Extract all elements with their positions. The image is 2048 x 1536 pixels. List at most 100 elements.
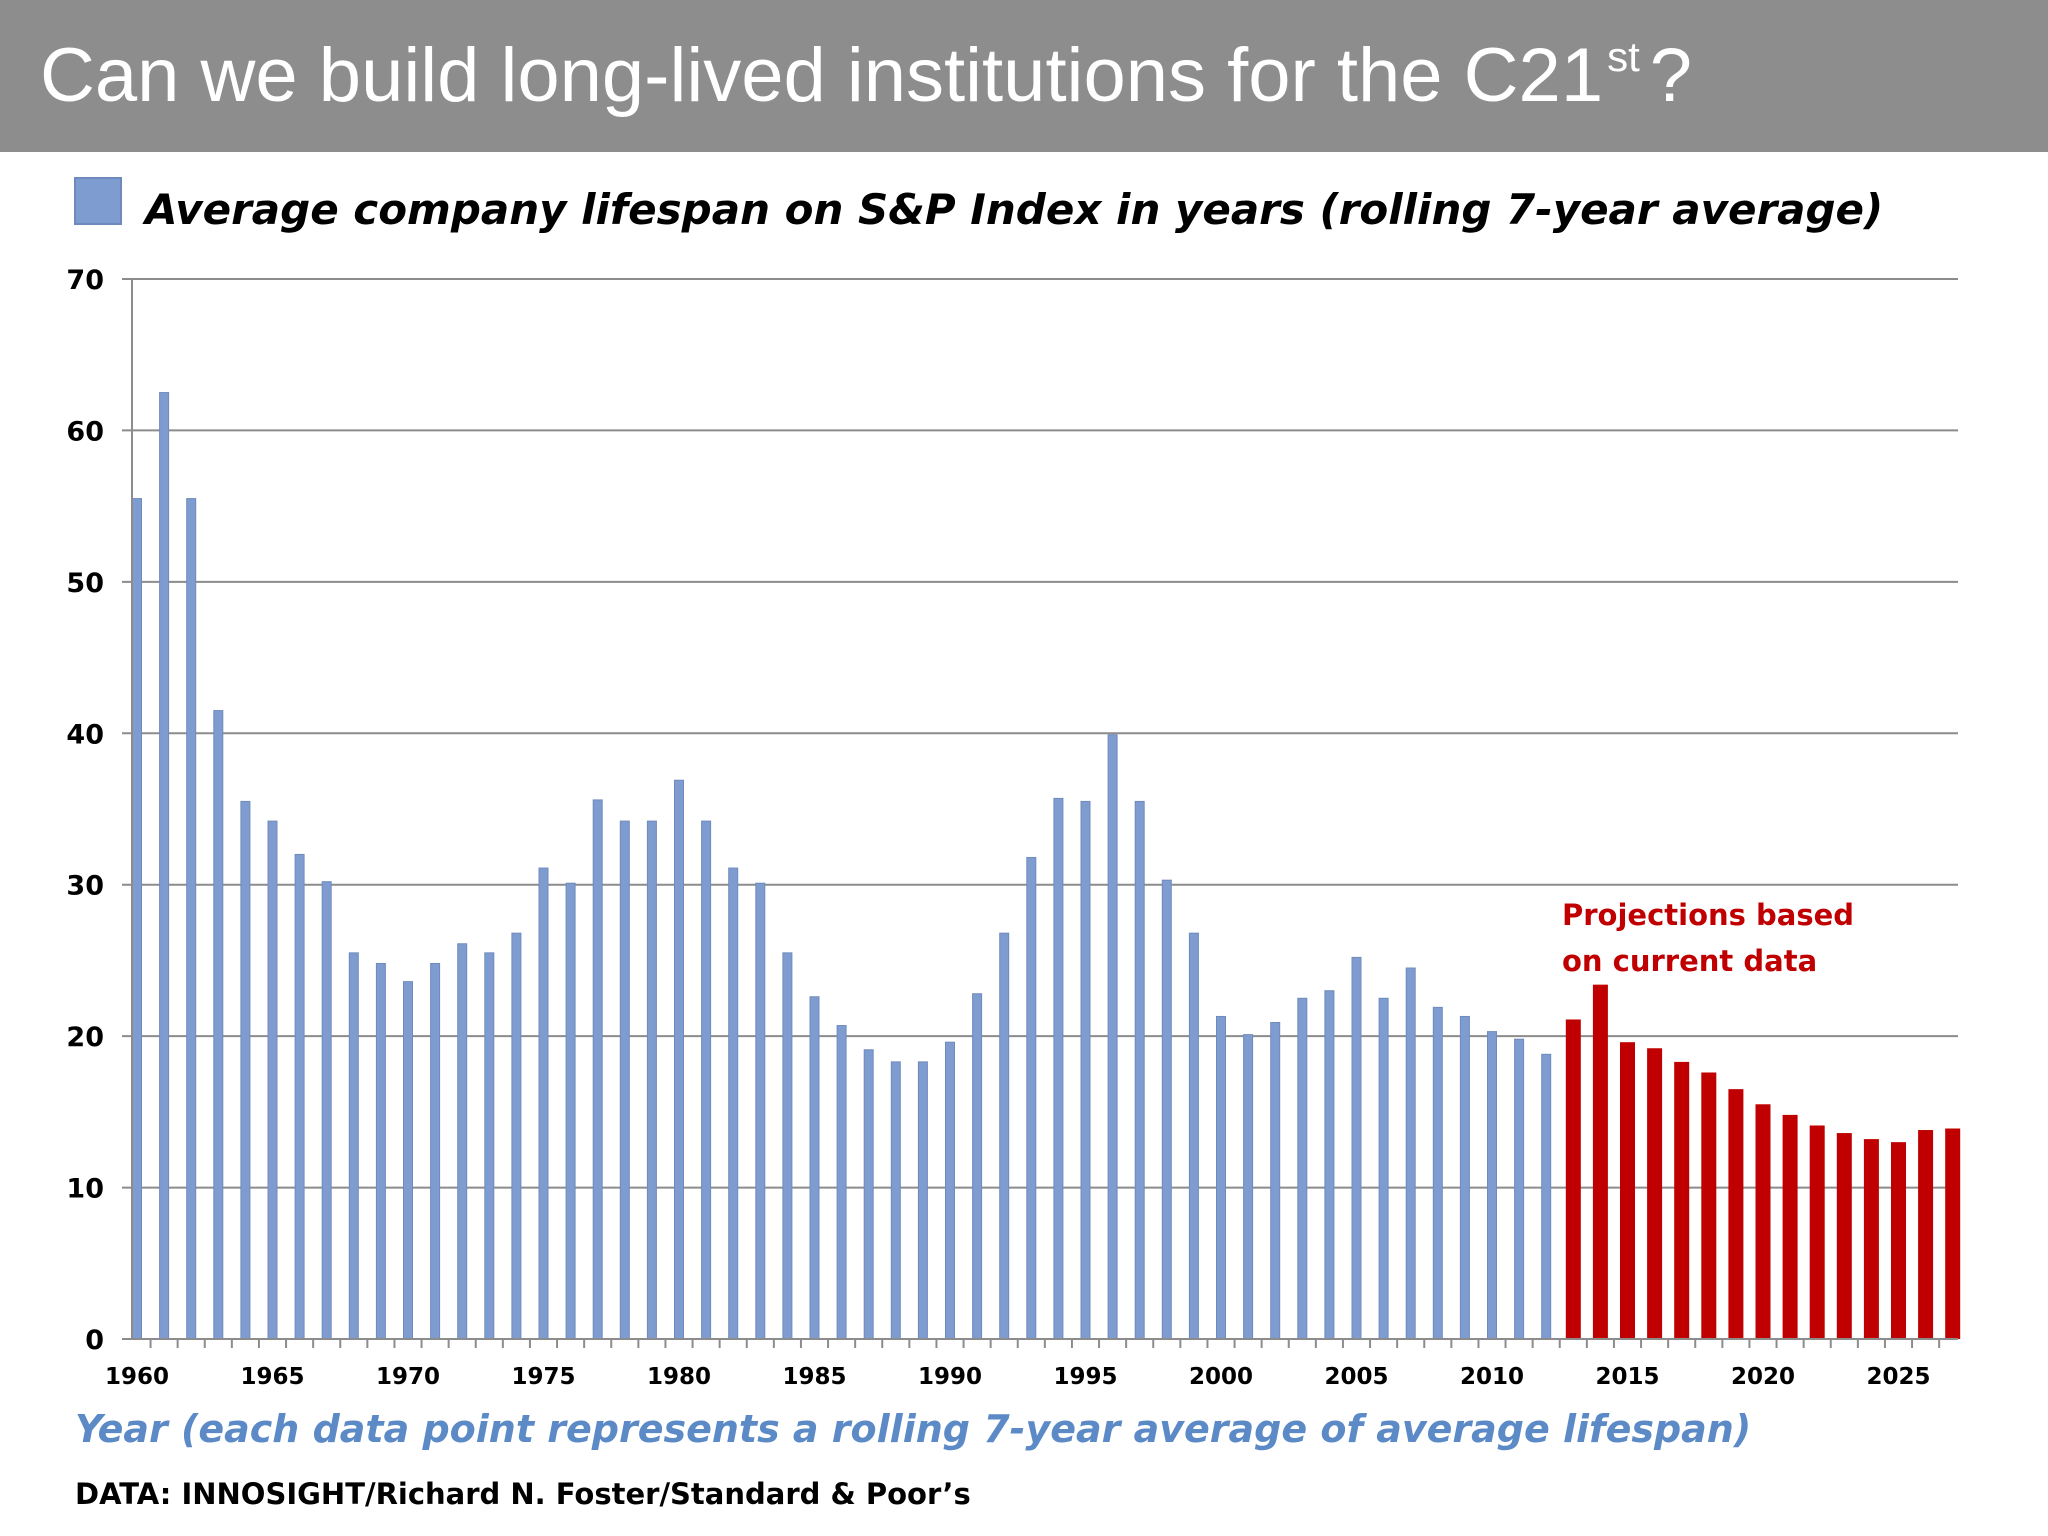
bar-historical-1972 bbox=[457, 943, 468, 1340]
bar-historical-2012 bbox=[1541, 1053, 1552, 1340]
bar-historical-1960 bbox=[132, 498, 142, 1340]
bar-historical-2001 bbox=[1243, 1034, 1254, 1340]
bar-historical-1973 bbox=[484, 952, 495, 1340]
bar-historical-1964 bbox=[240, 800, 251, 1340]
x-tick-label: 1995 bbox=[1053, 1364, 1117, 1390]
x-tick-label: 2020 bbox=[1731, 1364, 1795, 1390]
bar-historical-1979 bbox=[646, 820, 657, 1340]
bar-projection-2016 bbox=[1647, 1048, 1663, 1339]
bar-historical-1967 bbox=[321, 881, 332, 1340]
bar-historical-1977 bbox=[592, 799, 603, 1340]
x-tick-label: 1990 bbox=[918, 1364, 982, 1390]
x-axis-label: Year (each data point represents a rolli… bbox=[75, 1407, 1751, 1451]
bar-projection-2025 bbox=[1891, 1142, 1906, 1339]
slide-title: Can we build long-lived institutions for… bbox=[40, 26, 1692, 126]
bar-historical-2002 bbox=[1270, 1022, 1281, 1340]
bar-historical-2004 bbox=[1324, 990, 1335, 1340]
bar-historical-2011 bbox=[1514, 1038, 1525, 1340]
bar-historical-1971 bbox=[430, 962, 441, 1340]
y-axis-ticks: 0 10 20 30 40 50 60 70 bbox=[66, 265, 104, 1356]
bar-historical-1978 bbox=[619, 820, 630, 1340]
x-tick-label: 1970 bbox=[376, 1364, 440, 1390]
bar-historical-1969 bbox=[375, 962, 386, 1340]
bar-historical-1998 bbox=[1161, 879, 1172, 1340]
y-tick-label: 0 bbox=[85, 1325, 104, 1356]
bar-historical-1993 bbox=[1026, 856, 1037, 1340]
slide-title-main: Can we build long-lived institutions for… bbox=[40, 33, 1604, 118]
bar-historical-1982 bbox=[728, 867, 739, 1340]
bar-historical-1975 bbox=[538, 867, 549, 1340]
bar-historical-1987 bbox=[863, 1049, 874, 1340]
bar-historical-2009 bbox=[1459, 1015, 1470, 1340]
y-tick-label: 10 bbox=[66, 1174, 104, 1205]
slide-title-end: ? bbox=[1649, 33, 1693, 118]
bar-historical-2007 bbox=[1405, 967, 1416, 1340]
bar-historical-1996 bbox=[1107, 734, 1118, 1340]
bar-projection-2014 bbox=[1592, 984, 1608, 1339]
bar-historical-1965 bbox=[267, 820, 278, 1340]
bar-projection-2024 bbox=[1863, 1139, 1879, 1339]
bar-historical-1997 bbox=[1134, 800, 1145, 1340]
x-tick-label: 1980 bbox=[647, 1364, 711, 1390]
bar-historical-2000 bbox=[1216, 1015, 1226, 1340]
projection-annotation-line-1: Projections based bbox=[1562, 898, 1854, 932]
bar-historical-2010 bbox=[1487, 1031, 1497, 1340]
bar-historical-1985 bbox=[809, 996, 820, 1340]
bar-projection-2026 bbox=[1918, 1130, 1934, 1339]
bar-historical-1986 bbox=[836, 1025, 847, 1340]
bar-projection-2022 bbox=[1809, 1125, 1825, 1339]
x-tick-label: 2005 bbox=[1324, 1364, 1388, 1390]
x-tick-label: 2010 bbox=[1460, 1364, 1524, 1390]
legend-label: Average company lifespan on S&P Index in… bbox=[142, 185, 1883, 234]
x-tick-label: 2025 bbox=[1866, 1364, 1930, 1390]
bar-historical-1991 bbox=[972, 993, 983, 1340]
bar-historical-1968 bbox=[348, 952, 359, 1340]
bar-historical-2006 bbox=[1378, 997, 1389, 1340]
bar-chart: Average company lifespan on S&P Index in… bbox=[66, 177, 1961, 1511]
bar-projection-2020 bbox=[1755, 1104, 1771, 1339]
bar-historical-1992 bbox=[999, 932, 1010, 1340]
bar-historical-1970 bbox=[403, 981, 413, 1340]
bar-historical-1988 bbox=[890, 1061, 901, 1340]
legend-swatch-icon bbox=[74, 177, 122, 225]
title-bar: Can we build long-lived institutions for… bbox=[0, 0, 2048, 152]
data-source: DATA: INNOSIGHT/Richard N. Foster/Standa… bbox=[75, 1477, 971, 1511]
y-tick-label: 70 bbox=[66, 265, 104, 296]
x-tick-label: 1960 bbox=[105, 1364, 169, 1390]
x-tick-label: 1985 bbox=[782, 1364, 846, 1390]
bar-projection-2018 bbox=[1701, 1072, 1717, 1339]
bar-historical-1999 bbox=[1188, 932, 1199, 1340]
bar-historical-1983 bbox=[755, 882, 766, 1340]
bar-projection-2023 bbox=[1836, 1133, 1852, 1339]
x-tick-label: 1965 bbox=[240, 1364, 304, 1390]
bar-historical-2008 bbox=[1432, 1006, 1443, 1340]
chart-gridlines bbox=[122, 278, 1958, 1189]
slide-title-superscript: st bbox=[1607, 33, 1640, 80]
bar-historical-1963 bbox=[213, 710, 224, 1340]
bar-historical-2005 bbox=[1351, 956, 1362, 1340]
bar-historical-1966 bbox=[294, 853, 305, 1340]
bar-historical-1974 bbox=[511, 932, 522, 1340]
y-tick-label: 40 bbox=[66, 719, 104, 750]
bar-projection-2019 bbox=[1728, 1089, 1744, 1339]
chart-legend: Average company lifespan on S&P Index in… bbox=[74, 177, 1883, 234]
bar-historical-1962 bbox=[186, 498, 197, 1340]
bar-historical-1980 bbox=[674, 779, 684, 1340]
bar-historical-1990 bbox=[945, 1041, 955, 1340]
bar-historical-1976 bbox=[565, 882, 576, 1340]
projection-annotation-line-2: on current data bbox=[1562, 944, 1817, 978]
bar-projection-2021 bbox=[1782, 1114, 1798, 1339]
x-tick-label: 2000 bbox=[1189, 1364, 1253, 1390]
y-tick-label: 30 bbox=[66, 871, 104, 902]
bar-historical-1995 bbox=[1080, 800, 1091, 1340]
chart-axes bbox=[122, 279, 1958, 1348]
bar-projection-2013 bbox=[1565, 1019, 1581, 1339]
y-tick-label: 60 bbox=[66, 416, 104, 447]
bar-projection-2015 bbox=[1620, 1042, 1635, 1339]
x-tick-label: 2015 bbox=[1595, 1364, 1659, 1390]
bar-historical-1994 bbox=[1053, 797, 1064, 1340]
bar-historical-2003 bbox=[1297, 997, 1308, 1340]
y-tick-label: 50 bbox=[66, 568, 104, 599]
x-tick-label: 1975 bbox=[511, 1364, 575, 1390]
